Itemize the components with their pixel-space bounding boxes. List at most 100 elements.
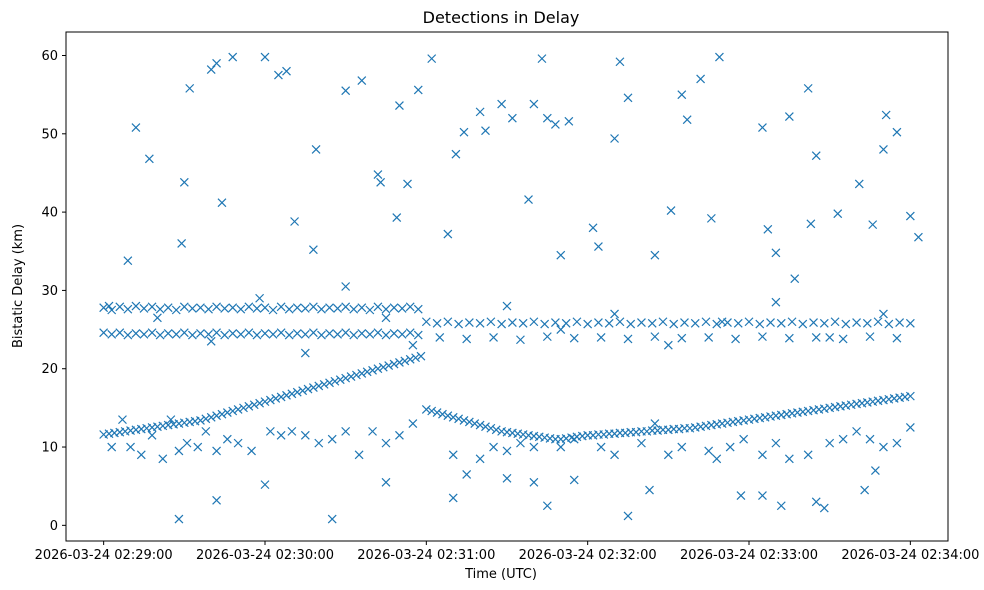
detection-point — [268, 305, 278, 315]
detection-point — [413, 304, 423, 314]
detection-point — [766, 318, 775, 327]
detection-point — [357, 303, 367, 313]
detection-point — [712, 319, 722, 329]
detection-point — [572, 317, 582, 327]
detection-point — [443, 411, 453, 421]
detection-point — [123, 304, 133, 314]
detection-point — [265, 426, 275, 436]
detection-point — [233, 405, 243, 414]
detection-point — [731, 334, 740, 344]
detection-point — [349, 330, 359, 340]
detection-point — [658, 317, 668, 327]
detection-point — [341, 373, 351, 383]
detection-point — [196, 303, 205, 313]
detection-point — [497, 319, 507, 329]
detection-point — [459, 127, 469, 137]
detection-point — [357, 368, 367, 378]
detection-point — [459, 415, 469, 425]
detection-point — [381, 330, 391, 340]
detection-point — [136, 450, 146, 460]
detection-point — [803, 83, 813, 93]
detection-point — [763, 224, 773, 234]
detection-point — [274, 70, 283, 80]
detection-point — [542, 332, 552, 342]
detection-point — [193, 442, 203, 452]
detection-point — [776, 318, 786, 328]
detection-point — [163, 303, 173, 313]
detection-point — [784, 112, 794, 121]
detection-point — [862, 318, 872, 328]
detection-point — [502, 473, 512, 483]
detection-point — [758, 450, 767, 460]
detection-point — [680, 318, 689, 327]
detection-point — [615, 57, 625, 67]
detection-point — [381, 313, 391, 323]
detection-point — [462, 470, 472, 479]
detection-point — [228, 406, 238, 416]
detection-point — [166, 415, 176, 425]
detection-point — [879, 309, 888, 319]
detection-point — [123, 256, 133, 266]
detection-point — [389, 303, 399, 313]
y-axis: 0 10 20 30 40 50 60 — [41, 49, 66, 534]
detection-point — [212, 446, 222, 456]
detection-point — [905, 318, 915, 328]
detection-point — [892, 438, 902, 448]
detection-point — [448, 493, 458, 503]
detection-point — [282, 66, 291, 76]
detection-point — [717, 317, 727, 327]
detection-point — [637, 318, 646, 327]
detection-point — [201, 426, 211, 436]
detection-point — [427, 54, 437, 64]
detection-point — [196, 415, 205, 425]
y-tick-label: 10 — [41, 441, 58, 456]
detection-point — [540, 319, 550, 329]
detection-point — [204, 329, 213, 339]
detection-point — [287, 389, 297, 399]
detection-point — [290, 217, 299, 226]
detection-point — [282, 390, 291, 400]
detection-point — [421, 317, 431, 327]
y-tick-label: 40 — [41, 206, 58, 221]
detection-point — [663, 450, 673, 460]
detection-point — [99, 328, 109, 338]
detection-point — [561, 318, 571, 328]
detection-point — [236, 329, 246, 339]
detection-point — [174, 514, 184, 524]
detection-point — [357, 329, 367, 338]
detection-point — [784, 333, 794, 343]
detection-point — [276, 392, 286, 402]
detection-point — [403, 179, 412, 189]
detection-point — [725, 442, 735, 452]
detection-point — [454, 319, 464, 329]
detection-point — [438, 409, 447, 419]
detection-point — [645, 485, 654, 495]
detection-point — [677, 333, 687, 343]
y-tick-label: 20 — [41, 362, 58, 377]
detection-point — [171, 305, 181, 315]
detection-point — [803, 450, 813, 460]
detection-point — [475, 318, 485, 328]
detection-point — [486, 423, 496, 433]
detection-point — [185, 83, 195, 93]
detection-point — [755, 319, 765, 329]
detection-point — [212, 328, 222, 338]
detection-point — [276, 302, 286, 312]
detection-point — [594, 242, 603, 251]
detection-point — [244, 328, 254, 338]
detection-point — [736, 491, 746, 501]
detection-point — [790, 274, 800, 284]
detection-point — [187, 330, 197, 340]
detection-point — [330, 376, 340, 386]
detection-point — [179, 177, 189, 187]
detection-point — [733, 318, 743, 328]
detection-point — [537, 54, 547, 64]
detection-point — [623, 511, 633, 521]
detection-point — [247, 446, 256, 456]
detection-point — [368, 365, 377, 375]
detection-point — [373, 364, 383, 374]
detection-point — [811, 332, 821, 342]
detection-point — [776, 501, 786, 511]
detection-point — [222, 408, 232, 417]
detection-point — [905, 423, 915, 432]
